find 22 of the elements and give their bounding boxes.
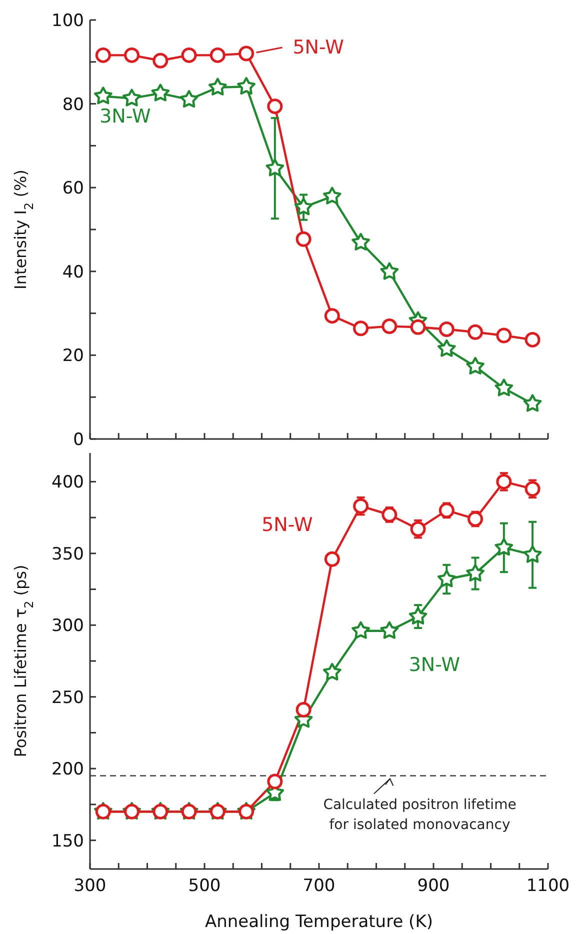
x-axis-title: Annealing Temperature (K): [205, 912, 433, 932]
y-tick-label: 300: [52, 616, 84, 636]
y-tick-label: 0: [73, 430, 84, 450]
x-tick-label: 1100: [526, 876, 570, 896]
series-label: 3N-W: [408, 654, 460, 676]
y-tick-label: 60: [62, 178, 84, 199]
series-label: 5N-W: [262, 514, 313, 536]
y-tick-label: 150: [52, 831, 84, 852]
y-tick-label: 200: [52, 760, 84, 780]
series-label: 3N-W: [100, 105, 151, 128]
legend-label: 5N-W: [292, 36, 344, 59]
y-tick-label: 250: [52, 688, 84, 708]
x-tick-label: 500: [188, 876, 221, 896]
y-tick-label: 400: [52, 472, 84, 493]
ref-line-label: Calculated positron lifetime for isolated monovacancy: [323, 796, 516, 833]
y-tick-label: 350: [52, 544, 84, 564]
y-tick-label: 40: [62, 262, 84, 282]
y-tick-label: 80: [62, 94, 84, 115]
x-tick-label: 700: [302, 876, 336, 896]
y-tick-label: 100: [52, 11, 84, 32]
x-tick-label: 900: [417, 876, 450, 896]
y-tick-label: 20: [62, 346, 84, 366]
